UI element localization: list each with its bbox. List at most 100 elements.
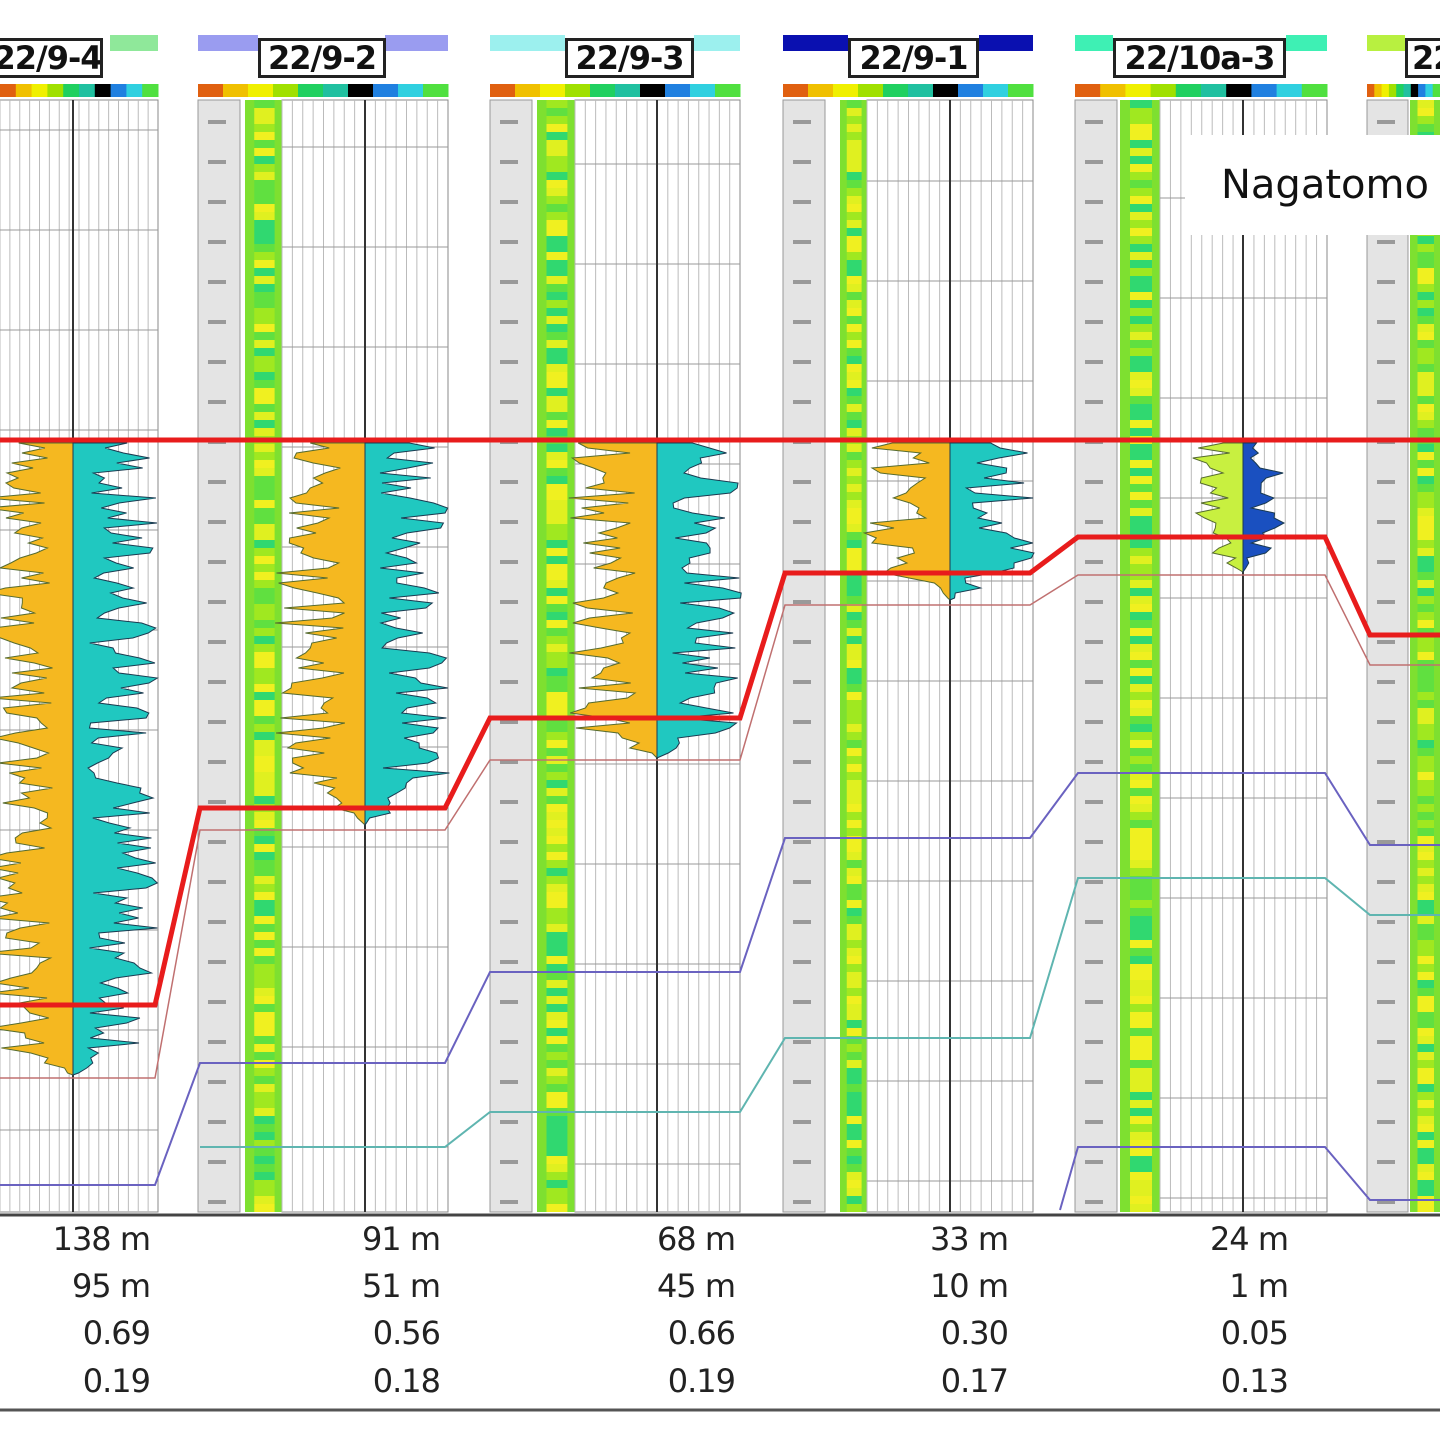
gamma-ray-segment [254,1108,275,1116]
gamma-ray-segment [254,980,275,988]
gamma-ray-segment [846,244,862,252]
gamma-ray-segment [546,116,568,124]
gamma-ray-segment [846,108,862,116]
gamma-ray-segment [846,164,862,172]
gamma-ray-segment [846,1196,862,1204]
gamma-ray-segment [254,284,275,292]
gamma-ray-segment [846,636,862,644]
gamma-ray-segment [254,700,275,708]
gamma-ray-segment [546,868,568,876]
gamma-ray-segment [546,628,568,636]
well-stat-value: 91 m [361,1220,441,1258]
depth-tick-label [793,520,811,524]
depth-tick-label [793,640,811,644]
gamma-ray-segment [1130,452,1152,460]
gamma-ray-segment [254,860,275,868]
gamma-ray-segment [1130,780,1152,788]
well-stat-value: 0.30 [940,1314,1009,1352]
gamma-ray-segment [846,356,862,364]
gamma-ray-segment [1130,300,1152,308]
depth-tick-label [1377,1000,1395,1004]
gamma-ray-segment [254,532,275,540]
gamma-ray-segment [254,1164,275,1172]
gamma-ray-segment [546,228,568,236]
gamma-ray-segment [546,508,568,516]
gamma-ray-segment [846,284,862,292]
color-scale-segment [323,84,349,97]
depth-tick-label [793,720,811,724]
gamma-ray-segment [1130,1196,1152,1204]
gamma-ray-segment [846,1028,862,1036]
depth-tick-label [793,1040,811,1044]
gamma-ray-segment [1417,116,1434,124]
well-stat-value: 95 m [71,1267,151,1305]
gamma-ray-segment [1130,444,1152,452]
gamma-ray-segment [1417,956,1434,964]
color-scale-segment [1388,84,1397,97]
gamma-ray-segment [254,668,275,676]
depth-tick-label [1085,960,1103,964]
gamma-ray-segment [1417,1092,1434,1100]
gamma-ray-segment [846,628,862,636]
gamma-ray-segment [254,1116,275,1124]
well-name: 22/9-2 [267,39,377,77]
gamma-ray-segment [846,460,862,468]
color-scale-segment [423,84,449,97]
gamma-ray-segment [546,140,568,148]
gamma-ray-segment [1130,924,1152,932]
gamma-ray-segment [546,620,568,628]
gamma-ray-segment [1417,740,1434,748]
gamma-ray-segment [846,428,862,436]
marker-line-thin [0,574,1440,1079]
depth-tick-label [208,280,226,284]
gamma-ray-segment [846,332,862,340]
gamma-ray-segment [846,484,862,492]
gamma-ray-segment [254,972,275,980]
gamma-ray-segment [846,604,862,612]
gamma-ray-segment [1130,644,1152,652]
gamma-ray-segment [546,1196,568,1204]
gamma-ray-segment [254,228,275,236]
color-scale-segment [31,84,48,97]
gamma-ray-segment [1417,284,1434,292]
gamma-ray-segment [1417,756,1434,764]
depth-tick-label [1377,1040,1395,1044]
well-header-bar [1075,35,1113,51]
gamma-ray-segment [546,476,568,484]
depth-tick-label [1085,1000,1103,1004]
color-scale-segment [640,84,666,97]
gamma-ray-segment [1417,252,1434,260]
gamma-ray-segment [254,724,275,732]
color-scale-segment [1425,84,1434,97]
gamma-ray-segment [1417,468,1434,476]
gamma-ray-segment [1417,684,1434,692]
gamma-ray-segment [1130,180,1152,188]
gamma-ray-segment [1417,236,1434,244]
gamma-ray-segment [1130,1028,1152,1036]
gamma-ray-segment [254,692,275,700]
gamma-ray-segment [546,772,568,780]
gamma-ray-segment [254,996,275,1004]
gamma-ray-segment [1417,1148,1434,1156]
gamma-ray-segment [846,828,862,836]
gamma-ray-segment [846,692,862,700]
depth-tick-label [208,1000,226,1004]
color-scale-segment [833,84,859,97]
color-scale-segment [1075,84,1101,97]
depth-tick-label [793,1200,811,1204]
gamma-ray-segment [546,268,568,276]
gamma-ray-segment [546,308,568,316]
depth-tick-label [208,800,226,804]
well-name: 22/9-4 [0,39,102,77]
color-scale-segment [1418,84,1426,97]
gamma-ray-segment [1130,708,1152,716]
gamma-ray-segment [546,940,568,948]
gamma-ray-segment [546,420,568,428]
gamma-ray-segment [546,1156,568,1164]
gamma-ray-segment [1130,684,1152,692]
gamma-ray-segment [1130,588,1152,596]
depth-tick-label [1085,880,1103,884]
gamma-ray-segment [1417,428,1434,436]
gamma-ray-segment [546,852,568,860]
gamma-ray-segment [1417,1172,1434,1180]
